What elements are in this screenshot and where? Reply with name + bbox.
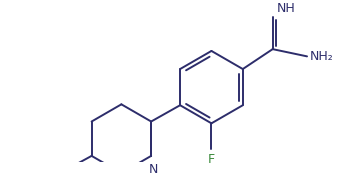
Text: N: N xyxy=(148,163,158,176)
Text: NH₂: NH₂ xyxy=(310,50,334,63)
Text: F: F xyxy=(208,153,215,166)
Text: NH: NH xyxy=(277,2,296,15)
